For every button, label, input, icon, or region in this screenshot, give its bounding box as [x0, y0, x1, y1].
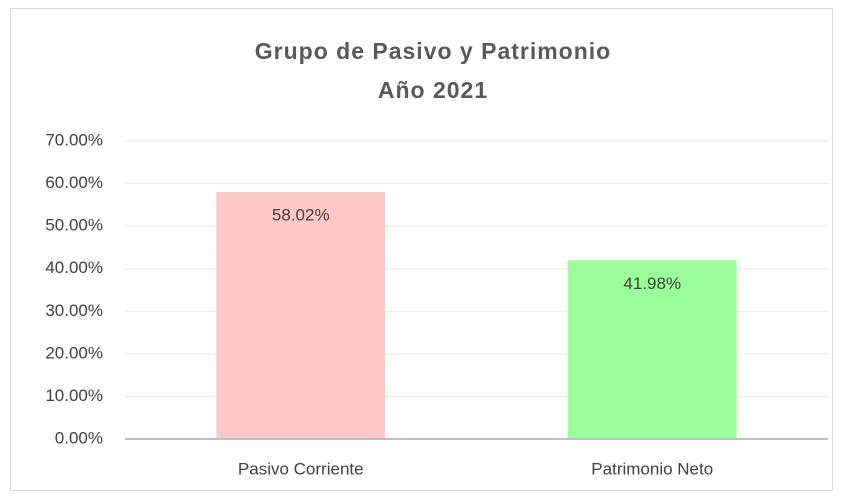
chart-subtitle: Año 2021 [378, 77, 488, 103]
y-tick-label: 60.00% [45, 173, 103, 192]
x-tick-label: Patrimonio Neto [591, 459, 713, 478]
y-tick-label: 70.00% [45, 130, 103, 149]
bar [216, 192, 386, 439]
bar [567, 260, 737, 439]
y-tick-label: 10.00% [45, 386, 103, 405]
data-label: 58.02% [272, 205, 330, 224]
data-label: 41.98% [623, 274, 681, 293]
y-tick-label: 0.00% [55, 428, 103, 447]
y-tick-label: 30.00% [45, 301, 103, 320]
y-tick-label: 40.00% [45, 258, 103, 277]
chart-title: Grupo de Pasivo y Patrimonio [255, 38, 611, 64]
x-tick-label: Pasivo Corriente [238, 459, 364, 478]
y-tick-label: 20.00% [45, 343, 103, 362]
y-tick-label: 50.00% [45, 216, 103, 235]
